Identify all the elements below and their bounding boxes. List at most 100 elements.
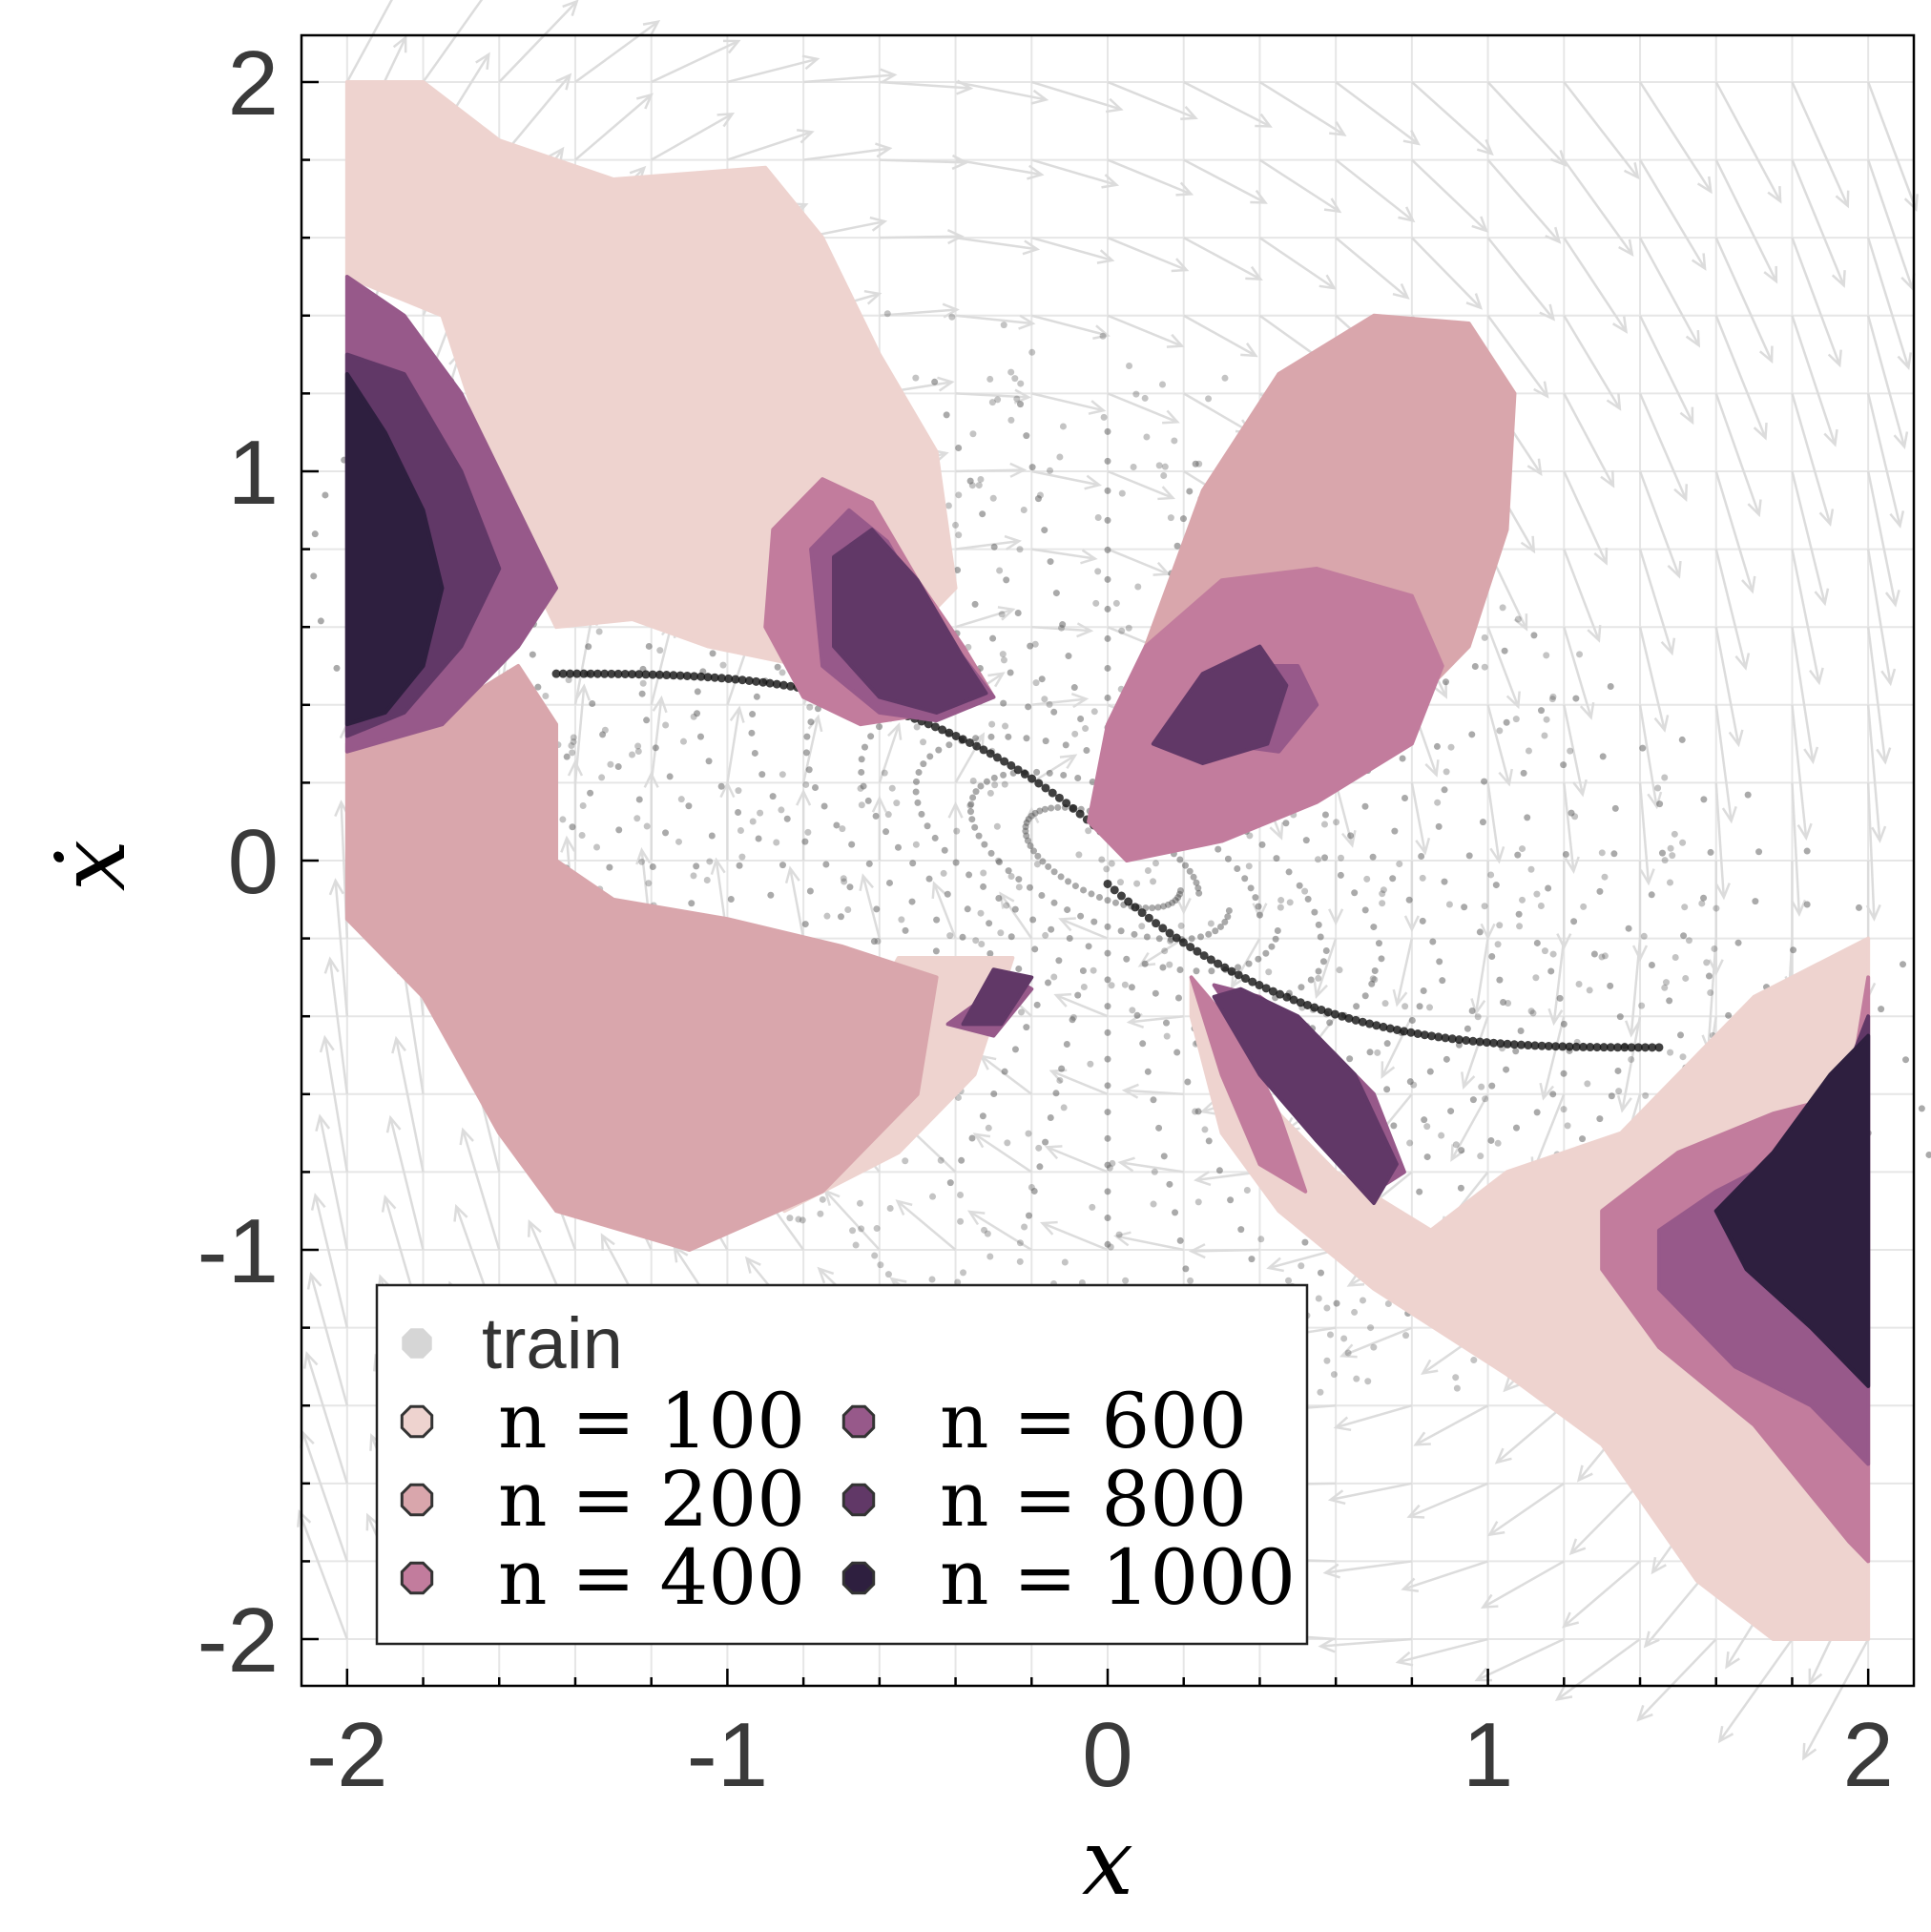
quiver-arrow-head xyxy=(1520,535,1536,554)
train-point xyxy=(1607,682,1614,690)
train-point xyxy=(735,808,742,816)
train-point xyxy=(1163,1019,1171,1027)
train-point xyxy=(753,693,760,700)
quiver-arrow-head xyxy=(871,795,887,813)
train-point xyxy=(1221,918,1229,925)
train-point xyxy=(1173,1049,1181,1056)
quiver-arrow-head xyxy=(303,1350,319,1369)
train-point xyxy=(1457,1184,1464,1192)
train-point xyxy=(1544,1041,1553,1050)
train-point xyxy=(1224,855,1232,862)
x-axis-label: x xyxy=(1082,1809,1133,1916)
train-point xyxy=(1367,1324,1375,1332)
train-point xyxy=(1425,1004,1433,1011)
train-point xyxy=(1015,883,1023,891)
train-point xyxy=(967,800,975,808)
train-point xyxy=(1095,893,1103,901)
train-point xyxy=(996,567,1004,574)
train-point xyxy=(767,891,775,899)
quiver-arrow-head xyxy=(1471,216,1489,233)
train-point xyxy=(1046,700,1053,708)
quiver-arrow xyxy=(574,20,659,83)
train-point xyxy=(1713,904,1720,912)
quiver-arrow-head xyxy=(297,1509,312,1527)
quiver-arrow-head xyxy=(880,68,898,84)
train-point xyxy=(876,723,883,731)
quiver-arrow xyxy=(1563,782,1575,872)
quiver-arrow-head xyxy=(365,1512,381,1531)
legend-marker-train xyxy=(402,1328,432,1359)
quiver-arrow xyxy=(1802,1638,1870,1759)
train-point xyxy=(1152,860,1159,867)
legend-label-train: train xyxy=(482,1303,623,1384)
train-point xyxy=(872,812,880,820)
train-point xyxy=(989,634,997,642)
train-point xyxy=(1323,1357,1331,1364)
train-point xyxy=(1268,943,1276,950)
quiver-arrow xyxy=(1866,782,1876,920)
train-point xyxy=(690,672,699,681)
quiver-arrow xyxy=(1030,392,1104,412)
quiver-arrow-head xyxy=(1526,458,1543,476)
train-point xyxy=(1543,716,1550,723)
quiver-arrow-head xyxy=(796,788,812,806)
train-point xyxy=(1039,858,1047,865)
quiver-arrow xyxy=(314,1195,349,1328)
quiver-arrow xyxy=(974,1132,1032,1174)
quiver-arrow-head xyxy=(1004,534,1023,551)
tick-labels: -2 -1 0 1 2 -2 -1 0 1 2 xyxy=(197,32,1894,1806)
quiver-arrow-head xyxy=(310,1193,326,1211)
quiver-arrow-head xyxy=(947,800,964,819)
train-point xyxy=(1744,791,1752,799)
train-point xyxy=(1351,1308,1359,1316)
train-point xyxy=(1029,916,1037,924)
quiver-arrow-head xyxy=(1027,164,1045,180)
train-point xyxy=(1337,871,1344,879)
train-point xyxy=(1315,1295,1322,1302)
train-point xyxy=(638,690,646,697)
quiver-arrow xyxy=(401,959,425,1095)
quiver-arrow-head xyxy=(1600,470,1615,488)
quiver-arrow-head xyxy=(972,1132,991,1149)
train-point xyxy=(679,737,687,745)
train-point xyxy=(1441,1033,1450,1043)
train-point xyxy=(690,872,697,880)
train-point xyxy=(600,669,610,678)
train-point xyxy=(1013,395,1021,403)
quiver-arrow-head xyxy=(1328,908,1344,926)
train-point xyxy=(1344,1013,1354,1023)
train-point xyxy=(1667,844,1674,852)
train-point xyxy=(977,475,985,483)
quiver-arrow xyxy=(1474,938,1489,1013)
train-point xyxy=(1570,918,1578,925)
train-point xyxy=(1059,621,1067,629)
train-point xyxy=(682,671,692,680)
train-point xyxy=(1124,897,1133,906)
train-point xyxy=(1055,957,1063,965)
train-point xyxy=(1416,1003,1423,1010)
quiver-arrow xyxy=(1030,754,1076,784)
train-point xyxy=(1237,1226,1245,1234)
train-point xyxy=(852,1241,860,1249)
quiver-arrow xyxy=(955,539,1020,551)
train-point xyxy=(1150,1200,1157,1208)
train-point xyxy=(634,670,644,679)
quiver-arrow xyxy=(1183,392,1252,434)
train-point xyxy=(1516,923,1524,930)
train-point xyxy=(1154,904,1162,911)
train-point xyxy=(1514,851,1522,859)
quiver-arrow xyxy=(650,697,663,783)
train-point xyxy=(986,949,994,957)
train-point xyxy=(1416,1188,1423,1195)
train-point xyxy=(1658,849,1666,857)
train-point xyxy=(1028,348,1036,356)
train-point xyxy=(990,774,998,781)
train-point xyxy=(998,611,1006,618)
train-point xyxy=(1406,1078,1414,1086)
train-point xyxy=(1379,1022,1388,1031)
train-point xyxy=(1017,1008,1025,1016)
train-point xyxy=(1640,932,1648,940)
quiver-arrow xyxy=(1030,236,1113,262)
train-point xyxy=(1661,857,1669,864)
train-point xyxy=(941,846,948,854)
